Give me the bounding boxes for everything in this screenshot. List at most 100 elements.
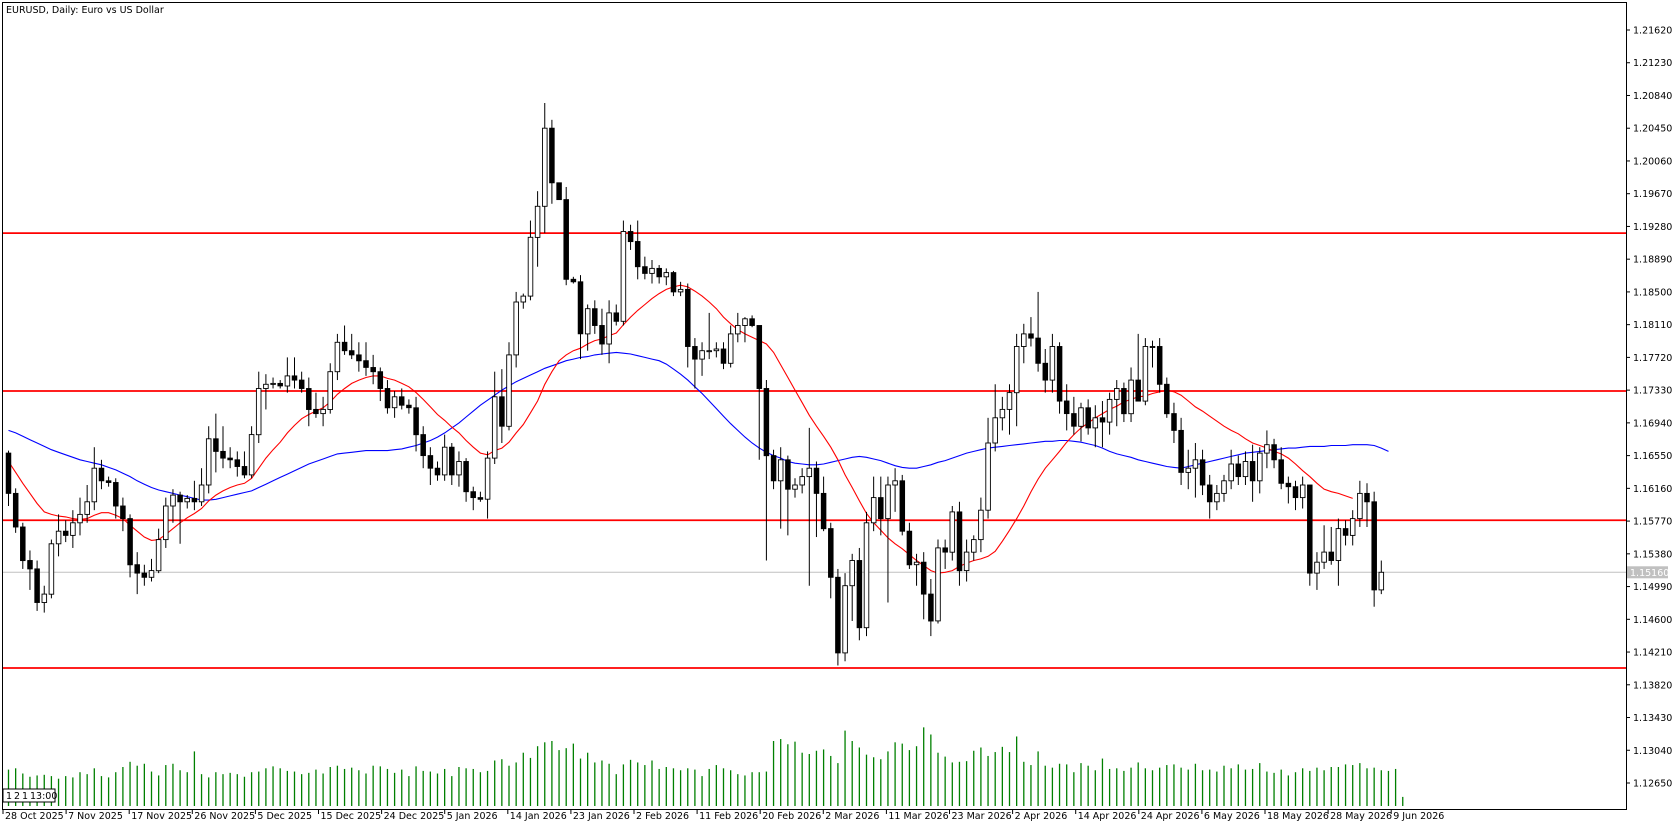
y-tick-label: 1.12650 xyxy=(1633,779,1672,790)
x-tick-label: 24 Apr 2026 xyxy=(1141,811,1200,821)
candle-body xyxy=(892,480,898,486)
y-tick-label: 1.13820 xyxy=(1633,680,1672,691)
candle-body xyxy=(620,231,627,322)
current-price-label: 1.15160 xyxy=(1630,568,1669,579)
candle-body xyxy=(1092,417,1099,429)
candle-body xyxy=(1206,484,1213,503)
candle xyxy=(677,281,684,297)
x-tick-label: 5 Dec 2025 xyxy=(257,811,312,821)
candle-body xyxy=(370,367,376,373)
candle-body xyxy=(777,459,784,482)
candle xyxy=(720,342,727,370)
candle xyxy=(906,522,913,569)
candle-body xyxy=(1292,486,1299,499)
candle xyxy=(227,447,233,469)
candle xyxy=(856,547,863,641)
candle-body xyxy=(1192,459,1199,469)
candle-body xyxy=(663,272,670,278)
x-tick-label: 5 Jan 2026 xyxy=(447,811,498,821)
timeframe-badge[interactable]: 1 2 1 13:00 xyxy=(2,788,57,803)
candle xyxy=(356,342,362,372)
candle xyxy=(920,552,927,620)
candle xyxy=(113,478,119,519)
candle-body xyxy=(313,408,319,415)
candle-body xyxy=(813,467,820,494)
candle xyxy=(649,260,655,284)
y-tick-label: 1.15380 xyxy=(1633,549,1672,560)
candle-body xyxy=(470,491,476,499)
candle xyxy=(828,522,834,599)
candle-body xyxy=(427,455,434,469)
candle xyxy=(999,396,1006,431)
candle-body xyxy=(55,530,62,545)
candle-body xyxy=(291,375,298,381)
candle xyxy=(513,291,519,368)
x-tick-label: 26 Nov 2025 xyxy=(194,811,255,821)
candle xyxy=(606,300,612,364)
candle xyxy=(570,276,577,284)
candle-body xyxy=(1199,459,1206,486)
candle xyxy=(1135,333,1141,402)
candle xyxy=(949,505,956,561)
candle xyxy=(148,558,155,582)
candle xyxy=(942,539,948,569)
candle xyxy=(763,380,770,561)
candle xyxy=(170,489,176,523)
y-tick-label: 1.19280 xyxy=(1633,222,1672,233)
candle xyxy=(177,491,183,544)
candle-body xyxy=(320,408,326,415)
candle-body xyxy=(913,561,920,566)
candle xyxy=(1164,377,1170,418)
candle-body xyxy=(91,467,98,503)
candle-body xyxy=(1021,333,1027,347)
candle-body xyxy=(592,308,598,326)
candle-body xyxy=(1164,383,1170,415)
candle xyxy=(470,486,476,511)
candle-body xyxy=(1028,333,1034,339)
candle-body xyxy=(1063,400,1070,415)
candle-body xyxy=(763,388,770,457)
candle xyxy=(348,333,355,360)
candle xyxy=(735,312,741,343)
candle-body xyxy=(928,593,934,622)
candle xyxy=(1307,484,1313,586)
y-tick-label: 1.19670 xyxy=(1633,189,1672,200)
candle xyxy=(799,468,805,494)
candle xyxy=(1142,338,1149,406)
candle-body xyxy=(556,182,562,201)
candle xyxy=(1271,438,1277,469)
candle-body xyxy=(1349,518,1356,536)
candle-body xyxy=(549,127,555,184)
candle-body xyxy=(770,455,777,482)
candle-body xyxy=(1278,459,1284,484)
candle-body xyxy=(499,396,505,427)
candle-body xyxy=(48,543,55,595)
candle-body xyxy=(613,312,620,322)
candle-body xyxy=(727,333,734,364)
candle-body xyxy=(1171,413,1177,431)
candle-body xyxy=(1257,452,1263,482)
candle xyxy=(1264,430,1270,469)
candle-body xyxy=(12,492,19,528)
candle xyxy=(577,275,584,360)
x-tick-label: 18 May 2026 xyxy=(1267,811,1329,821)
candle xyxy=(406,399,412,414)
candle xyxy=(770,449,777,490)
candle xyxy=(1099,401,1106,448)
candle xyxy=(398,388,405,410)
candle xyxy=(91,447,98,511)
candle xyxy=(527,220,534,301)
candle xyxy=(1021,323,1027,364)
candle-body xyxy=(513,301,519,356)
candle xyxy=(1235,455,1242,485)
candle-body xyxy=(70,522,76,536)
candle-body xyxy=(105,480,112,483)
candle xyxy=(248,426,255,479)
y-tick-label: 1.18890 xyxy=(1633,255,1672,266)
candle-body xyxy=(434,467,441,476)
candle xyxy=(849,553,855,621)
slow-moving-average-line xyxy=(8,351,1389,501)
candle xyxy=(1114,380,1120,427)
